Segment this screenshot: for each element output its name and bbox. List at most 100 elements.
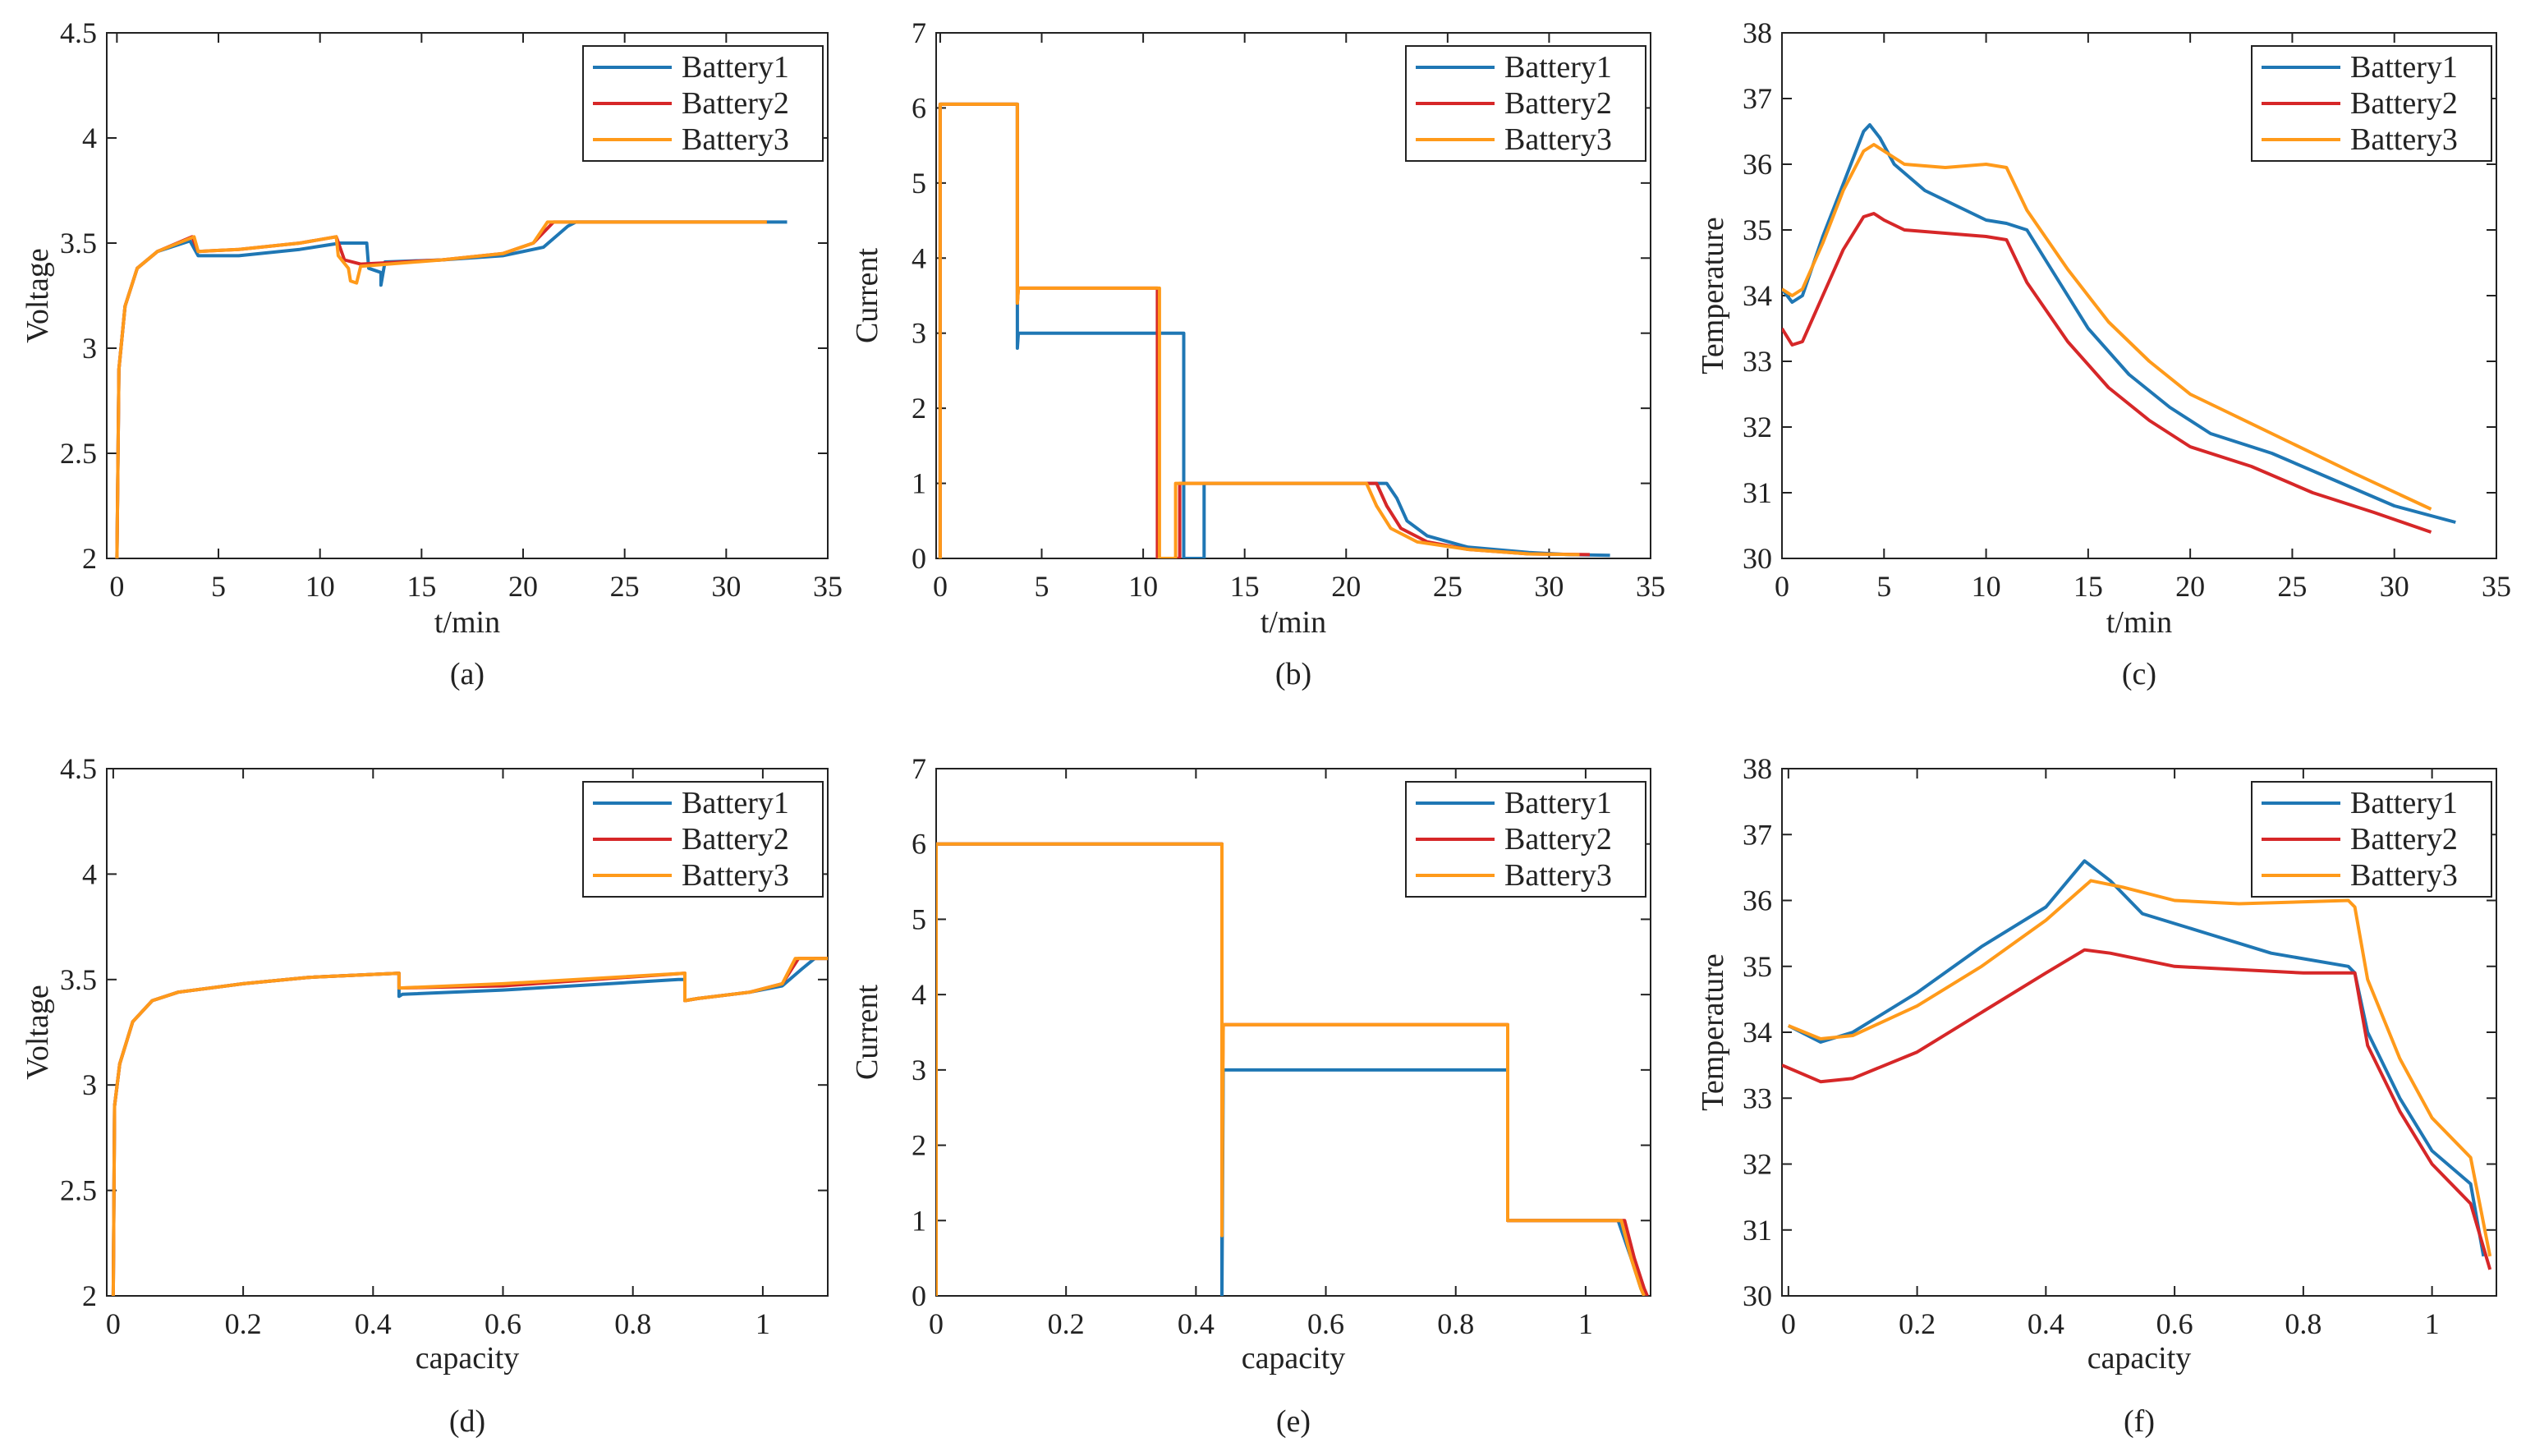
panel-caption: (d) — [449, 1404, 485, 1439]
y-tick-label: 0 — [912, 542, 926, 575]
series-line-battery3 — [936, 842, 1646, 1296]
x-tick-label: 1 — [755, 1307, 770, 1340]
x-tick-label: 0.6 — [484, 1307, 521, 1340]
legend-label: Battery1 — [2350, 786, 2458, 820]
series-line-battery1 — [111, 957, 828, 1296]
x-tick-label: 20 — [508, 570, 538, 603]
series-group — [936, 842, 1649, 1296]
x-axis-label: t/min — [434, 605, 500, 640]
panel-caption: (a) — [450, 657, 484, 691]
series-line-battery3 — [1782, 143, 2432, 511]
x-tick-label: 10 — [1128, 570, 1158, 603]
series-line-battery2 — [115, 220, 767, 558]
x-tick-label: 5 — [1876, 570, 1891, 603]
x-tick-label: 0 — [933, 570, 948, 603]
y-tick-label: 4 — [82, 122, 97, 154]
y-tick-label: 2.5 — [60, 437, 97, 470]
series-group — [1782, 859, 2492, 1270]
plot-frame — [106, 32, 829, 559]
y-tick-label: 35 — [1743, 214, 1772, 246]
legend-label: Battery3 — [1504, 122, 1612, 157]
x-tick-label: 25 — [610, 570, 640, 603]
x-tick-label: 15 — [406, 570, 436, 603]
legend-label: Battery1 — [1504, 786, 1612, 820]
x-tick-label: 30 — [711, 570, 741, 603]
series-line-battery1 — [936, 842, 1646, 1296]
x-tick-label: 35 — [1636, 570, 1665, 603]
y-tick-label: 6 — [912, 828, 926, 861]
legend-label: Battery1 — [2350, 50, 2458, 85]
legend-label: Battery2 — [682, 86, 789, 121]
y-tick-label: 4 — [82, 857, 97, 890]
series-group — [115, 220, 788, 558]
x-tick-label: 25 — [1433, 570, 1463, 603]
series-line-battery2 — [1782, 948, 2492, 1270]
y-tick-label: 33 — [1743, 345, 1772, 378]
legend-label: Battery2 — [2350, 822, 2458, 857]
y-tick-label: 1 — [912, 467, 926, 500]
y-tick-label: 2 — [912, 1129, 926, 1162]
panel-caption: (e) — [1276, 1404, 1311, 1439]
x-tick-label: 10 — [305, 570, 335, 603]
y-tick-label: 38 — [1743, 752, 1772, 785]
x-axis-label: capacity — [1242, 1341, 1346, 1376]
x-tick-label: 15 — [1230, 570, 1260, 603]
x-tick-label: 5 — [211, 570, 226, 603]
x-tick-label: 15 — [2073, 570, 2103, 603]
y-tick-label: 3 — [912, 317, 926, 350]
series-line-battery1 — [115, 220, 788, 558]
legend-label: Battery2 — [682, 822, 789, 857]
y-tick-label: 7 — [912, 752, 926, 785]
y-tick-label: 3 — [82, 1068, 97, 1101]
x-tick-label: 0.6 — [2156, 1307, 2193, 1340]
y-axis-label: Temperature — [1696, 217, 1730, 374]
chart-panel-b: 0 5 10 15 20 25 30 35 0 1 2 3 4 5 6 7 t/min Current (b) Bat… — [850, 16, 1665, 691]
legend-label: Battery1 — [682, 50, 789, 85]
plot-frame — [106, 768, 829, 1297]
legend-label: Battery3 — [2350, 122, 2458, 157]
y-axis-label: Current — [850, 248, 884, 344]
legend-label: Battery2 — [1504, 86, 1612, 121]
legend-label: Battery3 — [682, 122, 789, 157]
y-tick-label: 30 — [1743, 1279, 1772, 1312]
y-tick-label: 37 — [1743, 82, 1772, 115]
y-tick-label: 31 — [1743, 1214, 1772, 1247]
x-tick-label: 0.2 — [1048, 1307, 1085, 1340]
series-line-battery3 — [938, 102, 1580, 558]
series-line-battery1 — [1787, 859, 2486, 1257]
y-tick-label: 4 — [912, 241, 926, 274]
x-tick-label: 0.8 — [2285, 1307, 2321, 1340]
legend-label: Battery3 — [1504, 858, 1612, 893]
y-tick-label: 1 — [912, 1204, 926, 1237]
y-tick-label: 34 — [1743, 1016, 1772, 1049]
chart-panel-f: 0 0.2 0.4 0.6 0.8 1 30 31 32 33 34 35 36 37 38 capacity… — [1696, 752, 2497, 1439]
y-axis-label: Temperature — [1696, 953, 1730, 1110]
x-tick-label: 0 — [1781, 1307, 1796, 1340]
y-tick-label: 2 — [912, 392, 926, 425]
x-tick-label: 0 — [1775, 570, 1789, 603]
x-tick-label: 20 — [2175, 570, 2205, 603]
chart-panel-a: 0 5 10 15 20 25 30 35 2 2.5 3 3.5 4 4.5 t/min Voltage (a… — [21, 16, 843, 691]
chart-panel-c: 0 5 10 15 20 25 30 35 30 31 32 33 34 35 36 37 38 t/min Tem… — [1696, 16, 2511, 691]
x-tick-label: 5 — [1035, 570, 1049, 603]
series-line-battery1 — [938, 102, 1610, 558]
x-tick-label: 0 — [929, 1307, 944, 1340]
plot-frame — [935, 32, 1651, 559]
y-tick-label: 33 — [1743, 1082, 1772, 1114]
x-tick-label: 0.4 — [1178, 1307, 1215, 1340]
panel-caption: (c) — [2122, 657, 2156, 691]
y-tick-label: 36 — [1743, 148, 1772, 181]
legend-label: Battery1 — [1504, 50, 1612, 85]
legend-label: Battery2 — [1504, 822, 1612, 857]
y-tick-label: 2 — [82, 1279, 97, 1312]
y-tick-label: 4.5 — [60, 16, 97, 49]
y-tick-label: 34 — [1743, 279, 1772, 312]
x-axis-label: capacity — [2087, 1341, 2192, 1376]
y-tick-label: 32 — [1743, 1148, 1772, 1181]
series-line-battery2 — [111, 957, 828, 1296]
legend-label: Battery3 — [2350, 858, 2458, 893]
x-tick-label: 0 — [106, 1307, 121, 1340]
series-line-battery3 — [115, 220, 767, 558]
